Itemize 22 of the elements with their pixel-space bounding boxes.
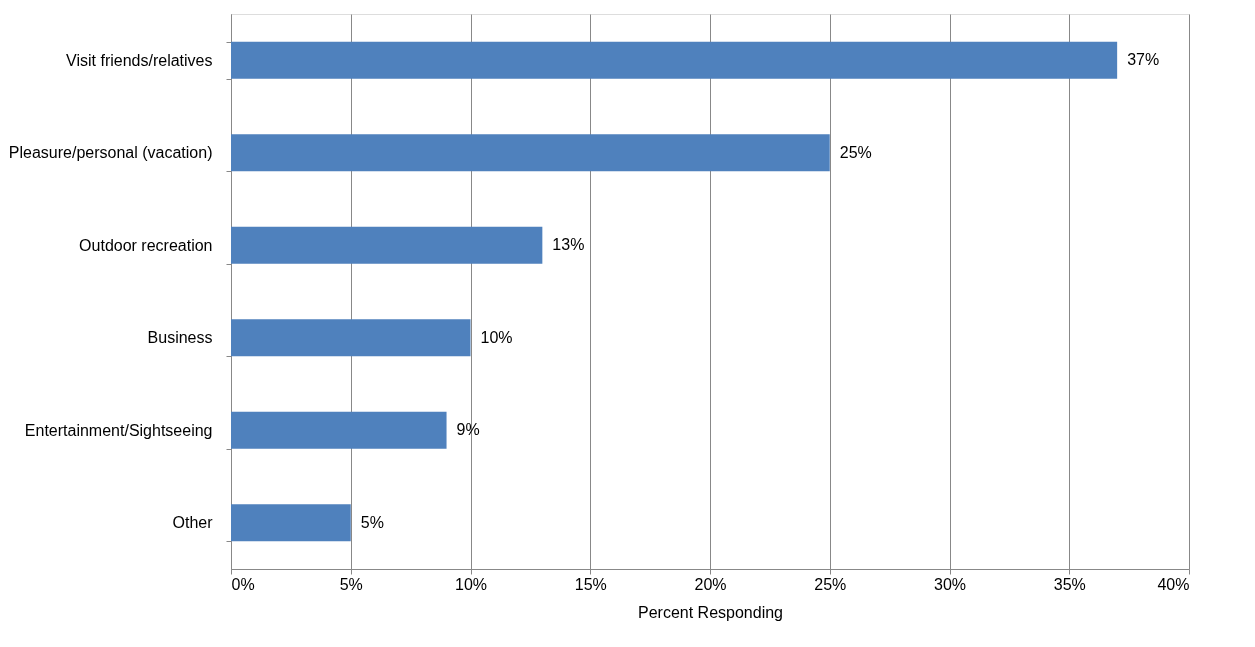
- x-tick-label: 5%: [339, 575, 363, 593]
- x-tick-label: 30%: [933, 575, 967, 593]
- y-tick-label: Pleasure/personal (vacation): [8, 144, 213, 162]
- y-tick-label: Outdoor recreation: [79, 236, 213, 254]
- x-tick-label: 35%: [1053, 575, 1086, 593]
- x-tick-label: 20%: [694, 575, 727, 593]
- data-label: 37%: [1127, 51, 1160, 69]
- y-tick-label: Visit friends/relatives: [66, 51, 213, 69]
- data-label: 9%: [456, 421, 480, 439]
- y-tick-label: Entertainment/Sightseeing: [24, 421, 213, 439]
- x-tick-label: 40%: [1157, 575, 1190, 593]
- x-tick-label: 15%: [574, 575, 607, 593]
- x-tick-label: 10%: [454, 575, 488, 593]
- x-tick-label: 0%: [231, 575, 255, 593]
- y-tick-label: Business: [147, 329, 213, 347]
- x-tick-label: 25%: [814, 575, 847, 593]
- data-label: 13%: [552, 236, 585, 254]
- y-tick-label: Other: [172, 514, 214, 532]
- data-label: 10%: [480, 328, 513, 346]
- data-label: 5%: [360, 513, 384, 531]
- data-label: 25%: [839, 143, 872, 161]
- x-axis-title: Percent Responding: [638, 603, 783, 621]
